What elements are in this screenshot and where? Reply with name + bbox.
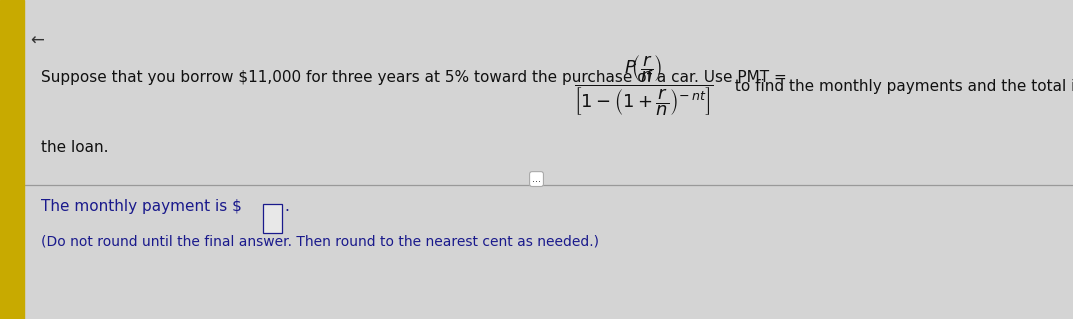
Text: Suppose that you borrow $11,000 for three years at 5% toward the purchase of a c: Suppose that you borrow $11,000 for thre… [41, 70, 792, 85]
Text: $\dfrac{P\!\left(\dfrac{r}{n}\right)}{\left[1-\left(1+\dfrac{r}{n}\right)^{\!-nt: $\dfrac{P\!\left(\dfrac{r}{n}\right)}{\l… [574, 54, 714, 118]
Text: The monthly payment is $: The monthly payment is $ [41, 199, 241, 214]
Text: (Do not round until the final answer. Then round to the nearest cent as needed.): (Do not round until the final answer. Th… [41, 234, 599, 249]
Text: the loan.: the loan. [41, 140, 108, 155]
Text: .: . [284, 199, 290, 214]
Text: to find the monthly payments and the total interest for: to find the monthly payments and the tot… [730, 78, 1073, 94]
Text: ←: ← [30, 32, 44, 50]
Text: ...: ... [532, 174, 541, 184]
